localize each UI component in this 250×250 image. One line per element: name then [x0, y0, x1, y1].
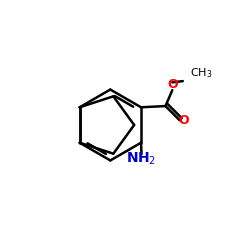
Text: NH$_2$: NH$_2$	[126, 150, 156, 167]
Text: O: O	[167, 78, 178, 91]
Text: CH$_3$: CH$_3$	[190, 66, 213, 80]
Text: O: O	[178, 114, 189, 127]
